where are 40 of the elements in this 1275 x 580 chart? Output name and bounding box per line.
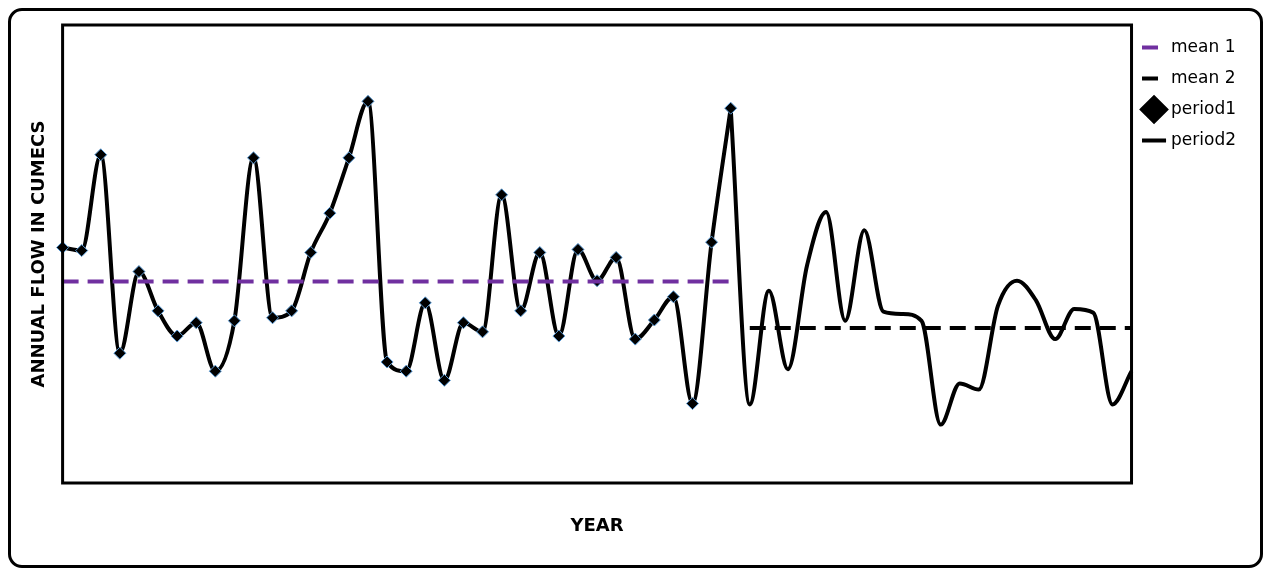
point (75, 244, 89, 258)
point (514, 304, 528, 318)
point (686, 397, 700, 411)
point (94, 148, 108, 162)
point (628, 332, 642, 346)
point (418, 296, 432, 310)
point (571, 242, 585, 256)
point (285, 304, 299, 318)
point (380, 355, 394, 369)
y-axis-title: ANNUAL FLOW IN CUMECS (27, 120, 49, 388)
legend-label: mean 1 (1171, 35, 1236, 56)
point (361, 94, 375, 108)
point (495, 188, 509, 202)
point (266, 311, 280, 325)
point (113, 346, 127, 360)
legend-label: period1 (1171, 97, 1237, 118)
point (533, 245, 547, 259)
point (170, 329, 184, 343)
point (456, 316, 470, 330)
point (724, 101, 738, 115)
point (437, 373, 451, 387)
point (647, 313, 661, 327)
point (151, 304, 165, 318)
point (342, 151, 356, 165)
legend-label: period2 (1171, 128, 1237, 149)
legend-label: mean 2 (1171, 66, 1236, 87)
point (132, 265, 146, 279)
point (399, 364, 413, 378)
x-axis-title: YEAR (569, 513, 624, 535)
point (666, 290, 680, 304)
point (304, 245, 318, 259)
point (208, 364, 222, 378)
point (323, 206, 337, 220)
point (609, 250, 623, 264)
point (246, 151, 260, 165)
point (227, 314, 241, 328)
point (189, 316, 203, 330)
point (476, 325, 490, 339)
point (705, 235, 719, 249)
point (552, 329, 566, 343)
